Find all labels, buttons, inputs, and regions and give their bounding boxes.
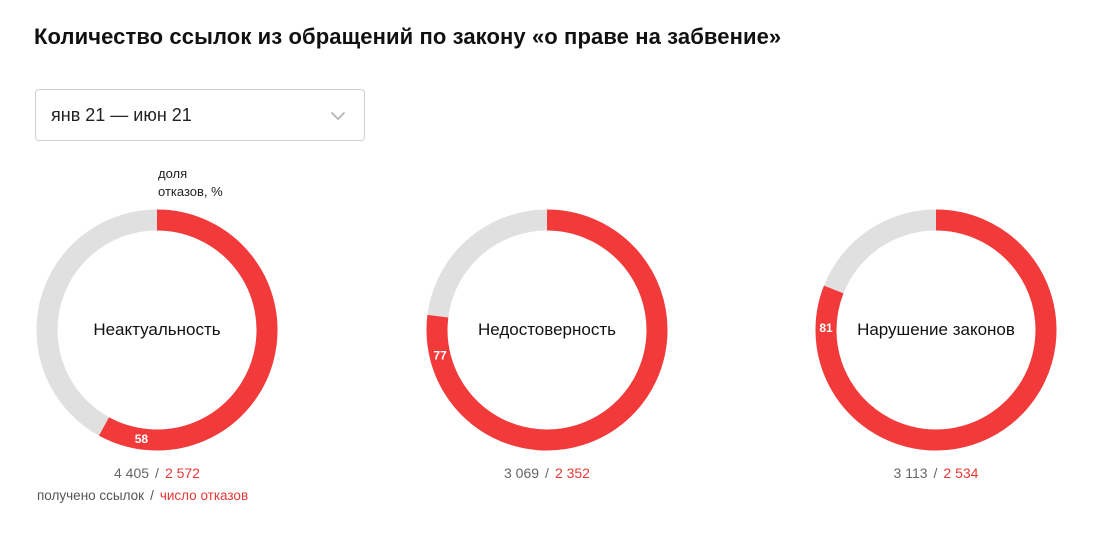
legend-separator: / (150, 488, 154, 503)
donut-value-label-3: 81 (819, 321, 833, 335)
share-caption-line2: отказов, % (158, 184, 223, 199)
period-select[interactable]: янв 21 — июн 21 (35, 89, 365, 141)
donut-arc-2 (426, 209, 668, 451)
donut-chart-2: 77 Недостоверность (425, 208, 669, 452)
page-title: Количество ссылок из обращений по закону… (34, 24, 782, 49)
donut-value-label-2: 77 (433, 349, 447, 363)
rejected-count-1: 2 572 (164, 465, 200, 481)
received-count-1: 4 405 (114, 465, 150, 481)
rejected-count-2: 2 352 (554, 465, 590, 481)
donut-figures-3: 3 113 / 2 534 (814, 465, 1058, 481)
figures-separator-2: / (545, 465, 549, 481)
figures-separator-3: / (933, 465, 938, 481)
donut-arc-1 (98, 209, 278, 451)
donut-figures-2: 3 069 / 2 352 (425, 465, 669, 481)
rejected-count-3: 2 534 (943, 465, 979, 481)
received-count-3: 3 113 (893, 465, 928, 481)
legend: получено ссылок / число отказов (37, 488, 248, 503)
share-caption-line1: доля (158, 166, 188, 181)
share-caption: доля отказов, % (158, 165, 278, 201)
donut-svg-3: 81 (815, 209, 1057, 451)
donut-arc-3 (815, 209, 1057, 451)
period-select-value: янв 21 — июн 21 (51, 105, 192, 125)
donut-svg-2: 77 (426, 209, 668, 451)
figures-separator-1: / (155, 465, 159, 481)
received-count-2: 3 069 (504, 465, 540, 481)
donut-chart-1: 58 Неактуальность (35, 208, 279, 452)
donut-figures-1: 4 405 / 2 572 (35, 465, 279, 481)
donut-chart-3: 81 Нарушение законов (814, 208, 1058, 452)
chevron-down-icon (331, 112, 345, 120)
legend-received: получено ссылок (37, 488, 145, 503)
legend-rejected: число отказов (159, 488, 249, 503)
donut-value-label-1: 58 (135, 432, 149, 446)
donut-svg-1: 58 (36, 209, 278, 451)
